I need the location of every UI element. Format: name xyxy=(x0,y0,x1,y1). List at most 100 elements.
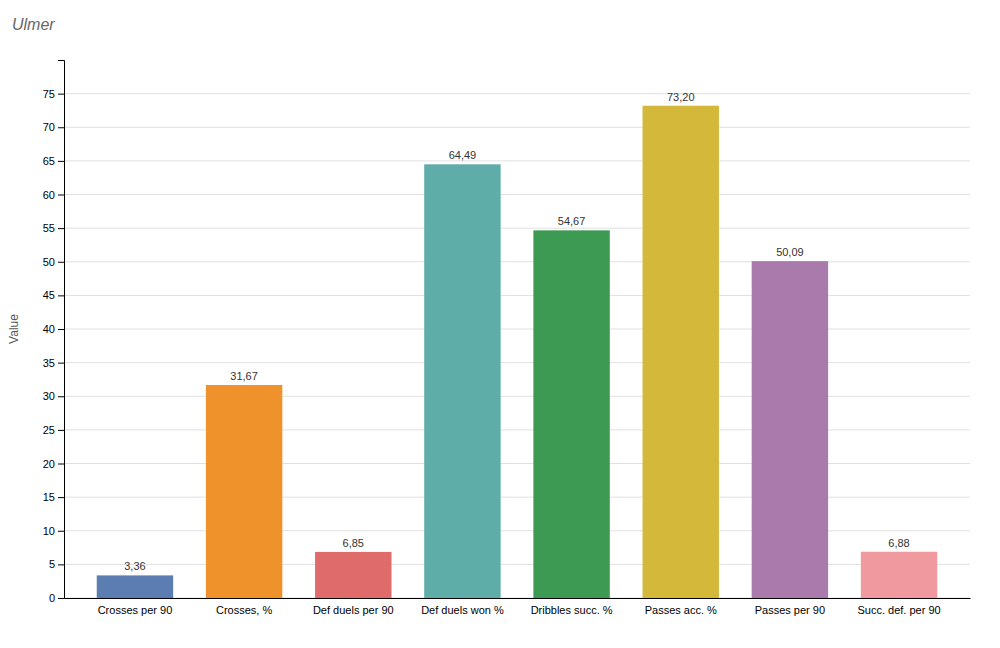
y-tick: 50 xyxy=(43,256,64,268)
y-tick: 60 xyxy=(43,189,64,201)
chart-svg: 0 5 10 15 20 25 30 35 40 45 50 55 60 65 70 75 Crosses pe… xyxy=(0,0,1000,648)
x-tick-label: Crosses, % xyxy=(216,604,272,616)
y-tick: 20 xyxy=(43,458,64,470)
y-tick-label: 75 xyxy=(43,88,55,100)
data-label: 73,20 xyxy=(667,91,695,103)
y-tick-mark xyxy=(58,430,64,431)
x-tick: Def duels won % xyxy=(421,604,504,616)
x-tick: Crosses, % xyxy=(216,604,272,616)
y-tick-label: 20 xyxy=(43,458,55,470)
y-axis-line xyxy=(58,61,65,599)
x-tick-label: Def duels won % xyxy=(421,604,504,616)
x-tick-label: Def duels per 90 xyxy=(313,604,394,616)
y-tick: 5 xyxy=(49,558,64,570)
y-tick: 45 xyxy=(43,289,64,301)
y-tick-mark xyxy=(58,531,64,532)
y-tick-mark xyxy=(58,262,64,263)
x-tick-label: Dribbles succ. % xyxy=(531,604,613,616)
y-tick: 15 xyxy=(43,491,64,503)
data-label: 31,67 xyxy=(230,370,258,382)
grid-line xyxy=(64,530,970,531)
bars xyxy=(97,106,938,598)
y-tick: 70 xyxy=(43,121,64,133)
grid-line xyxy=(64,160,970,161)
grid-line xyxy=(64,127,970,128)
x-tick: Passes acc. % xyxy=(645,604,717,616)
bar xyxy=(97,575,173,598)
grid-line xyxy=(64,93,970,94)
y-tick: 40 xyxy=(43,323,64,335)
y-tick-label: 50 xyxy=(43,256,55,268)
data-labels: 3,3631,676,8564,4954,6773,2050,096,88 xyxy=(124,91,910,573)
data-label: 6,85 xyxy=(343,537,364,549)
grid-line xyxy=(64,362,970,363)
y-axis: 0 5 10 15 20 25 30 35 40 45 50 55 60 65 70 75 xyxy=(43,61,65,605)
bar xyxy=(533,230,609,598)
y-tick-mark xyxy=(58,564,64,565)
y-tick: 10 xyxy=(43,525,64,537)
grid-line xyxy=(64,429,970,430)
grid xyxy=(64,94,970,598)
y-axis-title: Value xyxy=(7,314,21,344)
x-tick: Crosses per 90 xyxy=(98,604,173,616)
y-tick-mark xyxy=(58,195,64,196)
data-label: 6,88 xyxy=(888,537,909,549)
grid-line xyxy=(64,396,970,397)
grid-line xyxy=(64,228,970,229)
y-tick-label: 55 xyxy=(43,222,55,234)
bar xyxy=(315,552,391,598)
y-tick-mark xyxy=(58,396,64,397)
y-tick-mark xyxy=(58,94,64,95)
bar xyxy=(424,164,500,598)
x-tick: Def duels per 90 xyxy=(313,604,394,616)
x-tick: Dribbles succ. % xyxy=(531,604,613,616)
x-tick-label: Passes per 90 xyxy=(755,604,825,616)
y-tick: 35 xyxy=(43,357,64,369)
y-tick-mark xyxy=(58,363,64,364)
grid-line xyxy=(64,564,970,565)
y-tick-label: 0 xyxy=(49,592,55,604)
x-tick-label: Succ. def. per 90 xyxy=(857,604,940,616)
y-tick-mark xyxy=(58,127,64,128)
grid-line xyxy=(64,497,970,498)
y-tick-mark xyxy=(58,598,64,599)
grid-line xyxy=(64,261,970,262)
y-tick-label: 25 xyxy=(43,424,55,436)
y-tick: 25 xyxy=(43,424,64,436)
y-tick-mark xyxy=(58,464,64,465)
y-tick-label: 70 xyxy=(43,121,55,133)
data-label: 54,67 xyxy=(558,215,586,227)
chart-title: Ulmer xyxy=(12,16,55,33)
data-label: 3,36 xyxy=(124,560,145,572)
y-tick-label: 60 xyxy=(43,189,55,201)
plot-area: 0 5 10 15 20 25 30 35 40 45 50 55 60 65 70 75 Crosses pe… xyxy=(43,61,971,616)
bar xyxy=(206,385,282,598)
y-tick-mark xyxy=(58,329,64,330)
y-tick-mark xyxy=(58,295,64,296)
y-tick: 65 xyxy=(43,155,64,167)
data-label: 50,09 xyxy=(776,246,804,258)
y-tick-mark xyxy=(58,228,64,229)
y-tick: 0 xyxy=(49,592,64,604)
x-tick-label: Passes acc. % xyxy=(645,604,717,616)
grid-line xyxy=(64,194,970,195)
grid-line xyxy=(64,463,970,464)
x-axis-line xyxy=(65,598,971,599)
y-tick-label: 15 xyxy=(43,491,55,503)
y-tick-mark xyxy=(58,497,64,498)
y-tick-mark xyxy=(58,161,64,162)
y-tick-label: 35 xyxy=(43,357,55,369)
y-tick-label: 40 xyxy=(43,323,55,335)
y-tick-label: 10 xyxy=(43,525,55,537)
y-tick-label: 45 xyxy=(43,289,55,301)
x-axis: Crosses per 90 Crosses, % Def duels per 90… xyxy=(65,599,971,616)
bar xyxy=(752,261,828,598)
grid-line xyxy=(64,295,970,296)
x-tick: Passes per 90 xyxy=(755,604,825,616)
y-tick-label: 65 xyxy=(43,155,55,167)
y-tick: 75 xyxy=(43,88,64,100)
y-tick: 30 xyxy=(43,390,64,402)
y-tick: 55 xyxy=(43,222,64,234)
y-tick-label: 30 xyxy=(43,390,55,402)
bar xyxy=(861,552,937,598)
